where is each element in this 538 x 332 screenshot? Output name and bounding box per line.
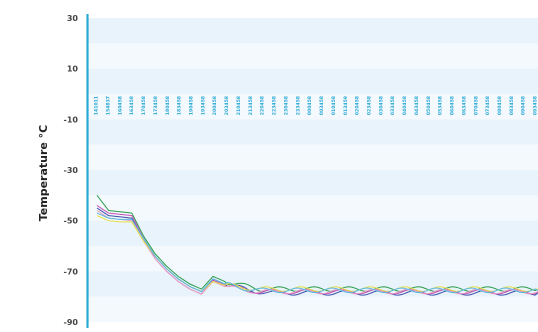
- x-tick-label: 033458: [390, 96, 396, 115]
- series-line: [96, 212, 538, 294]
- y-tick-label: -90: [64, 318, 79, 327]
- y-tick-label: -70: [64, 267, 79, 276]
- grid-band: [88, 18, 538, 44]
- grid-band: [88, 170, 538, 196]
- x-tick-label: 030458: [378, 96, 384, 115]
- x-tick-label: 180458: [165, 96, 171, 115]
- x-tick-label: 190458: [189, 96, 195, 115]
- x-tick-label: 063458: [461, 96, 467, 115]
- x-tick-label: 043458: [414, 96, 420, 115]
- x-tick-label: 154837: [105, 96, 111, 115]
- x-tick-label: 223458: [272, 96, 278, 115]
- x-tick-label: 023458: [366, 96, 372, 115]
- grid-bands: [88, 18, 538, 322]
- x-tick-label: 040458: [402, 96, 408, 115]
- x-tick-label: 050458: [426, 96, 432, 115]
- x-tick-label: 013459: [343, 96, 349, 115]
- x-axis-ticks: 141011 154837 160458 163458 170458 173458 1804…: [94, 96, 538, 115]
- x-tick-label: 090458: [521, 96, 527, 115]
- x-tick-label: 173458: [153, 96, 159, 115]
- x-tick-label: 200458: [212, 96, 218, 115]
- y-tick-label: -10: [64, 115, 79, 124]
- grid-band: [88, 68, 538, 94]
- x-tick-label: 010458: [331, 96, 337, 115]
- grid-band: [88, 220, 538, 246]
- x-tick-label: 160458: [117, 96, 123, 115]
- x-tick-label: 093458: [533, 96, 538, 115]
- x-tick-label: 060458: [450, 96, 456, 115]
- x-tick-label: 070458: [473, 96, 479, 115]
- series-line: [96, 210, 538, 295]
- x-tick-label: 203458: [224, 96, 230, 115]
- grid-band: [88, 144, 538, 170]
- grid-band: [88, 43, 538, 69]
- y-tick-label: -50: [64, 217, 79, 226]
- grid-band: [88, 94, 538, 120]
- grid-band: [88, 296, 538, 322]
- series-group: [96, 195, 538, 296]
- y-axis-ticks: 30 10 -10 -30 -50 -70 -90: [64, 14, 79, 327]
- x-tick-label: 141011: [94, 96, 100, 115]
- x-tick-label: 000458: [307, 96, 313, 115]
- y-tick-label: 30: [67, 14, 79, 23]
- grid-band: [88, 195, 538, 221]
- y-tick-label: 10: [67, 65, 79, 74]
- x-tick-label: 193458: [200, 96, 206, 115]
- y-tick-label: -30: [64, 166, 79, 175]
- x-tick-label: 170458: [141, 96, 147, 115]
- x-tick-label: 080458: [497, 96, 503, 115]
- x-tick-label: 210458: [236, 96, 242, 115]
- x-tick-label: 073458: [485, 96, 491, 115]
- x-tick-label: 003458: [319, 96, 325, 115]
- y-axis-label: Temperature °C: [37, 125, 50, 222]
- x-tick-label: 083458: [509, 96, 515, 115]
- x-tick-label: 230458: [283, 96, 289, 115]
- x-tick-label: 020458: [355, 96, 361, 115]
- x-tick-label: 213458: [248, 96, 254, 115]
- x-tick-label: 183458: [177, 96, 183, 115]
- x-tick-label: 220458: [260, 96, 266, 115]
- x-tick-label: 163458: [129, 96, 135, 115]
- x-tick-label: 233458: [295, 96, 301, 115]
- series-line: [96, 195, 538, 292]
- grid-band: [88, 119, 538, 145]
- x-tick-label: 053458: [438, 96, 444, 115]
